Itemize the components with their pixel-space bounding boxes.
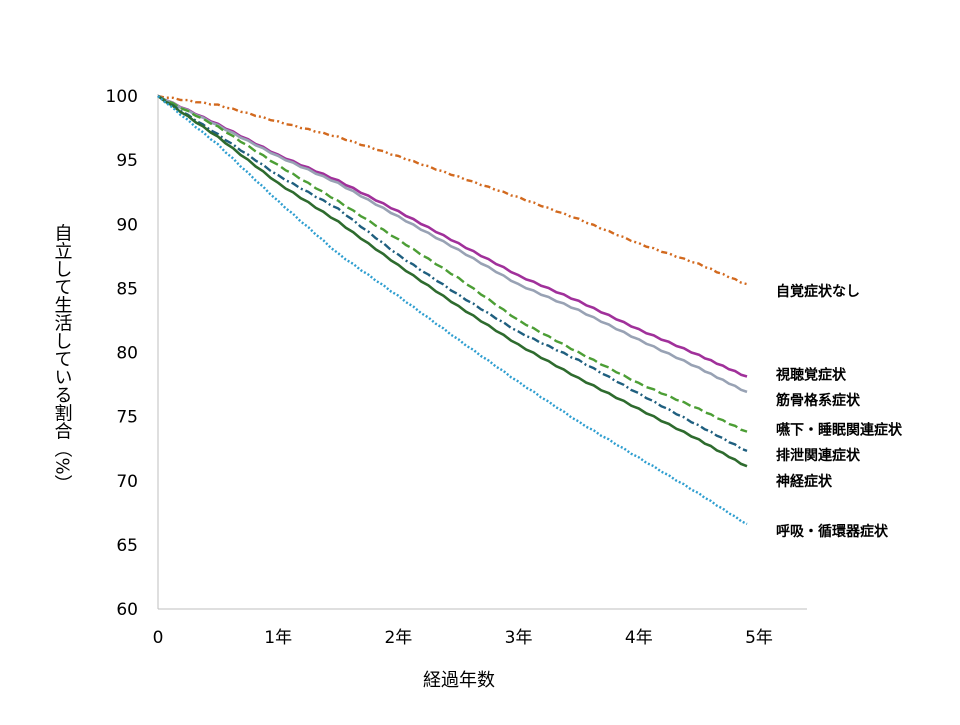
x-tick-label: 1年 bbox=[264, 628, 292, 648]
y-tick-label: 95 bbox=[116, 151, 138, 171]
x-tick-label: 5年 bbox=[745, 628, 773, 648]
y-axis-title: 自立して生活している割合（%） bbox=[52, 223, 73, 492]
series-label: 自覚症状なし bbox=[776, 283, 860, 300]
y-tick-label: 90 bbox=[116, 215, 138, 235]
x-tick-label: 0 bbox=[153, 628, 164, 648]
series-label: 嚥下・睡眠関連症状 bbox=[776, 421, 903, 438]
x-tick-label: 2年 bbox=[384, 628, 412, 648]
series-label: 視聴覚症状 bbox=[775, 366, 847, 383]
series-line bbox=[157, 95, 748, 453]
axes: 60 65 70 75 80 85 90 95 100 0 1年 2年 3年 4年 5年 bbox=[106, 87, 807, 648]
y-tick-label: 70 bbox=[116, 472, 138, 492]
series-label: 神経症状 bbox=[776, 473, 833, 490]
series-line bbox=[157, 94, 748, 394]
series-line bbox=[157, 94, 748, 286]
series-label: 呼吸・循環器症状 bbox=[776, 523, 889, 540]
series-layer bbox=[157, 94, 748, 526]
y-tick-label: 100 bbox=[106, 87, 138, 107]
series-label: 筋骨格系症状 bbox=[776, 392, 861, 409]
x-tick-label: 3年 bbox=[505, 628, 533, 648]
x-tick-label: 4年 bbox=[625, 628, 653, 648]
y-tick-label: 75 bbox=[116, 408, 138, 428]
y-tick-label: 85 bbox=[116, 279, 138, 299]
series-labels: 自覚症状なし視聴覚症状筋骨格系症状嚥下・睡眠関連症状排泄関連症状神経症状呼吸・循… bbox=[775, 283, 903, 540]
x-axis-title: 経過年数 bbox=[423, 670, 495, 691]
y-tick-label: 60 bbox=[116, 600, 138, 620]
y-tick-label: 65 bbox=[116, 536, 138, 556]
series-line bbox=[157, 94, 748, 433]
y-tick-label: 80 bbox=[116, 344, 138, 364]
series-line bbox=[157, 95, 748, 526]
series-label: 排泄関連症状 bbox=[776, 447, 861, 464]
series-line bbox=[157, 94, 748, 468]
